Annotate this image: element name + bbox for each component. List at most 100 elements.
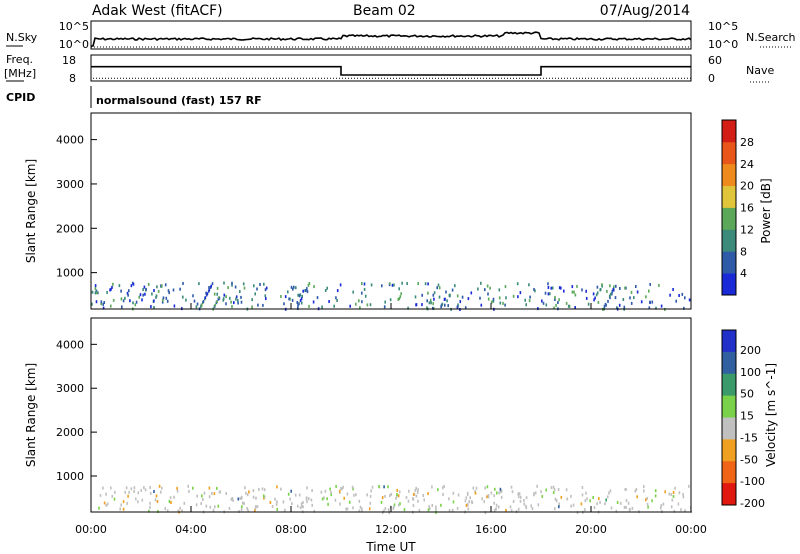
velocity-y-axis-label: Slant Range [km] bbox=[24, 363, 38, 467]
heatmap-cell bbox=[355, 302, 357, 306]
heatmap-cell bbox=[348, 500, 351, 504]
heatmap-cell bbox=[153, 490, 155, 493]
heatmap-cell bbox=[150, 305, 152, 309]
heatmap-cell bbox=[125, 486, 128, 490]
heatmap-cell bbox=[658, 283, 660, 287]
x-tick-label: 00:00 bbox=[675, 523, 707, 536]
heatmap-cell bbox=[240, 508, 243, 512]
colorbar-swatch bbox=[722, 141, 736, 165]
heatmap-cell bbox=[352, 290, 354, 294]
heatmap-cell bbox=[523, 502, 526, 506]
heatmap-cell bbox=[437, 283, 440, 287]
heatmap-cell bbox=[426, 299, 428, 303]
heatmap-cell bbox=[132, 282, 135, 286]
heatmap-cell bbox=[585, 491, 587, 495]
heatmap-cell bbox=[330, 493, 332, 497]
heatmap-cell bbox=[505, 296, 507, 300]
heatmap-cell bbox=[130, 284, 133, 288]
heatmap-cell bbox=[143, 486, 145, 490]
colorbar-tick-label: 16 bbox=[740, 202, 754, 215]
colorbar-swatch bbox=[722, 373, 736, 397]
heatmap-cell bbox=[118, 284, 121, 288]
heatmap-cell bbox=[327, 502, 329, 506]
heatmap-cell bbox=[672, 495, 675, 498]
freq-label: Freq. bbox=[6, 53, 33, 66]
heatmap-cell bbox=[576, 284, 578, 288]
colorbar-swatch bbox=[722, 185, 736, 208]
heatmap-cell bbox=[96, 291, 98, 295]
heatmap-cell bbox=[237, 299, 239, 302]
heatmap-cell bbox=[643, 489, 645, 493]
heatmap-cell bbox=[672, 491, 675, 494]
heatmap-cell bbox=[208, 288, 211, 292]
heatmap-cell bbox=[214, 505, 216, 509]
heatmap-cell bbox=[466, 503, 469, 506]
heatmap-cell bbox=[306, 290, 309, 294]
x-tick-label: 20:00 bbox=[575, 523, 607, 536]
heatmap-cell bbox=[573, 290, 575, 294]
heatmap-cell bbox=[624, 488, 627, 491]
heatmap-cell bbox=[346, 492, 349, 496]
heatmap-cell bbox=[187, 484, 189, 488]
velocity-colorbar: 200 100 50 15 -15 -50 -100 -200 bbox=[721, 329, 765, 510]
heatmap-cell bbox=[235, 295, 238, 299]
freq-left-tick-bottom: 8 bbox=[69, 72, 76, 85]
heatmap-cell bbox=[607, 299, 609, 303]
heatmap-cell bbox=[153, 306, 155, 309]
heatmap-cell bbox=[213, 492, 216, 496]
colorbar-tick-label: 12 bbox=[740, 223, 754, 236]
heatmap-cell bbox=[398, 490, 401, 494]
heatmap-cell bbox=[242, 282, 245, 286]
heatmap-cell bbox=[173, 304, 176, 308]
heatmap-cell bbox=[378, 485, 380, 488]
heatmap-cell bbox=[242, 501, 244, 505]
heatmap-cell bbox=[651, 499, 653, 503]
heatmap-cell bbox=[359, 306, 361, 310]
heatmap-cell bbox=[568, 304, 571, 308]
heatmap-cell bbox=[133, 486, 136, 490]
cpid-label: CPID bbox=[6, 91, 35, 104]
heatmap-cell bbox=[227, 286, 229, 290]
heatmap-cell bbox=[660, 304, 663, 308]
heatmap-cell bbox=[467, 507, 470, 511]
heatmap-cell bbox=[465, 504, 468, 507]
heatmap-cell bbox=[305, 289, 307, 292]
heatmap-cell bbox=[361, 507, 363, 511]
heatmap-cell bbox=[587, 302, 590, 306]
heatmap-cell bbox=[142, 293, 144, 297]
heatmap-cell bbox=[493, 508, 496, 512]
heatmap-cell bbox=[456, 506, 459, 510]
heatmap-cell bbox=[179, 506, 181, 510]
heatmap-cell bbox=[545, 488, 547, 492]
colorbar-swatch bbox=[722, 439, 736, 462]
heatmap-cell bbox=[680, 508, 682, 512]
heatmap-cell bbox=[176, 489, 179, 493]
heatmap-cell bbox=[609, 489, 612, 493]
heatmap-cell bbox=[517, 507, 520, 511]
heatmap-cell bbox=[390, 492, 393, 496]
heatmap-cell bbox=[660, 504, 663, 508]
heatmap-cell bbox=[257, 303, 259, 307]
colorbar-tick-label: 20 bbox=[740, 180, 754, 193]
heatmap-cell bbox=[494, 487, 496, 491]
heatmap-cell bbox=[435, 507, 437, 511]
heatmap-cell bbox=[430, 301, 432, 305]
heatmap-cell bbox=[112, 282, 114, 286]
heatmap-cell bbox=[276, 500, 278, 504]
heatmap-cell bbox=[517, 495, 520, 499]
heatmap-cell bbox=[289, 497, 291, 501]
heatmap-cell bbox=[384, 507, 387, 511]
heatmap-cell bbox=[498, 288, 501, 292]
heatmap-cell bbox=[643, 485, 645, 489]
heatmap-cell bbox=[298, 302, 300, 306]
heatmap-cell bbox=[427, 282, 429, 286]
heatmap-cell bbox=[396, 493, 398, 496]
heatmap-cell bbox=[165, 296, 168, 300]
heatmap-cell bbox=[256, 287, 258, 291]
y-tick-label: 1000 bbox=[56, 470, 84, 483]
cpid-panel: CPID normalsound (fast) 157 RF bbox=[6, 86, 262, 108]
heatmap-cell bbox=[623, 505, 626, 509]
heatmap-cell bbox=[228, 506, 231, 510]
heatmap-cell bbox=[349, 304, 351, 308]
heatmap-cell bbox=[369, 501, 372, 505]
